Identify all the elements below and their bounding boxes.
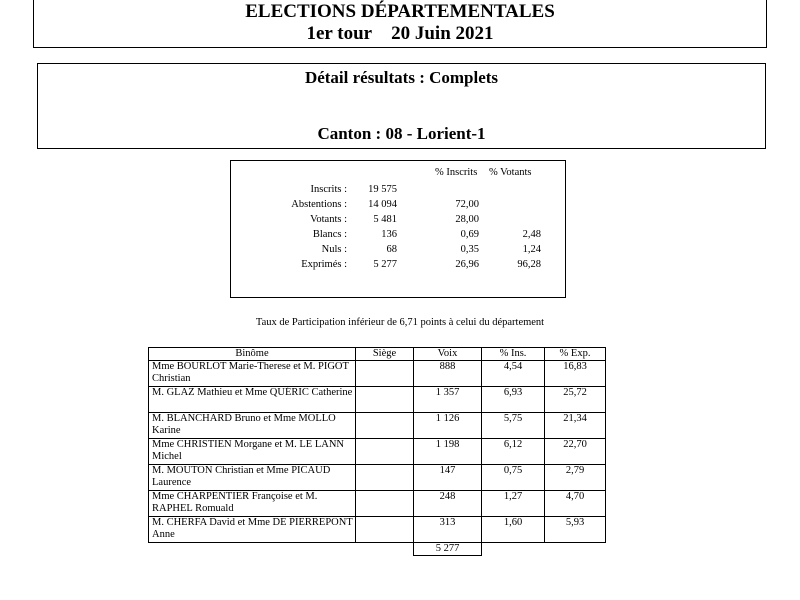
candidate-row: M. GLAZ Mathieu et Mme QUÉRIC Catherine 1… [148,386,606,413]
stats-label: Inscrits : [310,184,347,195]
stats-header: % Inscrits [435,167,478,178]
cell: 5,93 [544,516,606,543]
note: Taux de Participation inférieur de 6,71 … [255,317,545,328]
stats-box: % Inscrits % Votants Inscrits : 19 575 Abste… [230,160,566,298]
candidate-row: Mme CHARPENTIER Françoise et M. RAPHEL R… [148,490,606,517]
cell: 2,79 [544,464,606,491]
cell [355,516,414,543]
title: ELECTIONS DÉPARTEMENTALES [245,1,555,22]
stats-value: 28,00 [455,214,479,225]
cell: 147 [413,464,482,491]
cell: 1 198 [413,438,482,465]
cell [355,360,414,387]
stats-label: Exprimés : [301,259,347,270]
cell [355,464,414,491]
stats-label: Blancs : [312,229,347,240]
canton: Canton : 08 - Lorient-1 [317,124,486,143]
cell: 16,83 [544,360,606,387]
cell: 21,34 [544,412,606,439]
column-header: % Exp. [544,347,606,361]
cell: 248 [413,490,482,517]
candidate-row: Mme BOURLOT Marie-Therese et M. PIGOT Ch… [148,360,606,387]
stats-value: 5 481 [373,214,397,225]
stats-value: 5 277 [373,259,397,270]
candidate-row: M. CHERFA David et Mme DE PIERREPONT Ann… [148,516,606,543]
cell: 313 [413,516,482,543]
results-table: Binôme Siège Voix% Ins.% Exp. Mme BOURLOT M… [148,347,606,556]
date: 20 Juin 2021 [391,23,494,44]
stats-header: % Votants [489,167,532,178]
cell [355,438,414,465]
cell: 1,27 [481,490,545,517]
candidate-row: M. BLANCHARD Bruno et Mme MOLLO Karine 1 … [148,412,606,439]
stats-value: 19 575 [368,184,397,195]
cell: 25,72 [544,386,606,413]
cell: 4,54 [481,360,545,387]
header-box: ELECTIONS DÉPARTEMENTALES 1er tour 20 Ju… [33,0,767,48]
binome: M. CHERFA David et Mme DE PIERREPONT Ann… [148,516,356,543]
cell: 4,70 [544,490,606,517]
stats-value: 136 [381,229,397,240]
cell: 5,75 [481,412,545,439]
binome: M. BLANCHARD Bruno et Mme MOLLO Karine [148,412,356,439]
column-header: Siège [355,347,414,361]
cell: 6,12 [481,438,545,465]
blank [149,543,414,556]
cell [355,412,414,439]
stats-value: 72,00 [455,199,479,210]
cell: 0,75 [481,464,545,491]
stats-label: Nuls : [321,244,347,255]
cell: 1 357 [413,386,482,413]
binome: M. MOUTON Christian et Mme PICAUD Lauren… [148,464,356,491]
binome: Mme CHRISTIEN Morgane et M. LE LANN Mich… [148,438,356,465]
stats-value: 0,35 [460,244,479,255]
candidate-row: M. MOUTON Christian et Mme PICAUD Lauren… [148,464,606,491]
total: 5 277 [413,542,482,556]
stats-value: 14 094 [368,199,397,210]
column-header: % Ins. [481,347,545,361]
stats-value: 0,69 [460,229,479,240]
column-header: Binôme [148,347,356,361]
subtitle: 1er tour 20 Juin 2021 [34,23,766,45]
stats-value: 96,28 [517,259,541,270]
stats-label: Abstentions : [291,199,347,210]
cell: 1 126 [413,412,482,439]
blank [482,543,606,556]
stats-value: 26,96 [455,259,479,270]
stats-value: 1,24 [522,244,541,255]
detail: Détail résultats : Complets [304,68,499,87]
candidate-row: Mme CHRISTIEN Morgane et M. LE LANN Mich… [148,438,606,465]
binome: Mme CHARPENTIER Françoise et M. RAPHEL R… [148,490,356,517]
cell: 6,93 [481,386,545,413]
header-row: Binôme Siège Voix% Ins.% Exp. [148,347,606,361]
cell [355,490,414,517]
column-header: Voix [413,347,482,361]
results-box: Détail résultats : Complets Canton : 08 … [37,63,766,149]
stats-value: 2,48 [522,229,541,240]
cell [355,386,414,413]
binome: M. GLAZ Mathieu et Mme QUÉRIC Catherine [148,386,356,413]
binome: Mme BOURLOT Marie-Therese et M. PIGOT Ch… [148,360,356,387]
total-row: 5 277 [149,542,606,556]
cell: 1,60 [481,516,545,543]
cell: 888 [413,360,482,387]
stats-label: Votants : [310,214,347,225]
round: 1er tour [306,23,373,44]
cell: 22,70 [544,438,606,465]
stats-value: 68 [386,244,398,255]
